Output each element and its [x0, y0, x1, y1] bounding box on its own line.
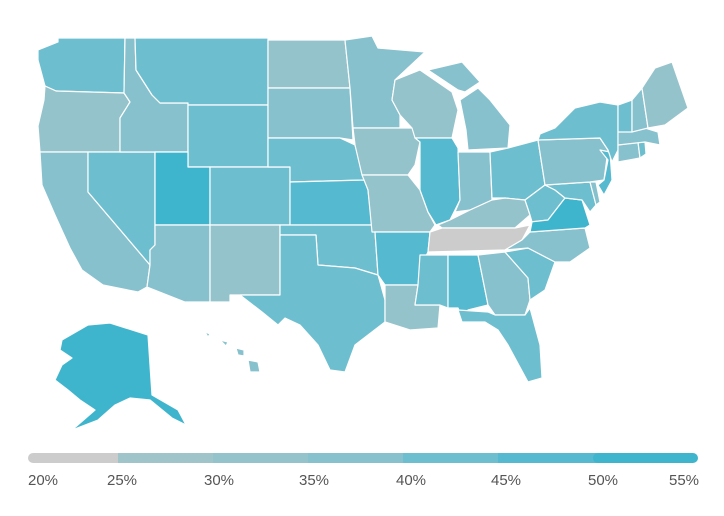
legend-tick-50: 50% — [587, 472, 619, 489]
state-MS[interactable]: MS — [414, 254, 449, 309]
state-TX[interactable]: TX — [239, 234, 386, 373]
legend-bin-30-35 — [213, 453, 313, 463]
state-KS[interactable]: KS — [289, 179, 373, 226]
legend-tick-25: 25% — [106, 472, 138, 489]
state-FL[interactable]: FL — [457, 307, 543, 383]
state-CO[interactable]: CO — [209, 166, 291, 226]
legend-tick-40: 40% — [395, 472, 427, 489]
state-VT[interactable]: VT — [617, 99, 633, 133]
state-AZ[interactable]: AZ — [146, 224, 211, 303]
legend-tick-30: 30% — [203, 472, 235, 489]
legend-color-scale — [28, 453, 698, 463]
state-MT[interactable]: MT — [134, 37, 269, 106]
legend-tick-20: 20% — [27, 472, 59, 489]
legend-bin-45-50 — [498, 453, 598, 463]
state-MO[interactable]: MO — [361, 174, 436, 233]
legend-bin-50-55 — [593, 453, 698, 463]
legend-tick-35: 35% — [298, 472, 330, 489]
state-IA[interactable]: IA — [352, 127, 421, 176]
state-NM[interactable]: NM — [209, 224, 281, 303]
legend-tick-45: 45% — [490, 472, 522, 489]
state-WA[interactable]: WA — [37, 37, 126, 94]
state-PA[interactable]: PA — [537, 137, 609, 186]
us-states-choropleth-map: WA OR CA NV ID MT WY UT AZ CO NM ND SD N… — [37, 35, 689, 431]
state-RI[interactable]: RI — [637, 141, 647, 159]
state-HI[interactable]: HI — [204, 331, 261, 373]
state-MI[interactable]: MI — [427, 61, 511, 151]
legend-bin-35-40 — [308, 453, 408, 463]
state-NY[interactable]: NY — [537, 101, 619, 163]
legend-bin-40-45 — [403, 453, 503, 463]
state-NC[interactable]: NC — [504, 227, 591, 263]
legend-bin-25-30 — [118, 453, 218, 463]
state-ME[interactable]: ME — [641, 61, 689, 129]
legend-tick-55: 55% — [668, 472, 700, 489]
state-TN[interactable]: TN — [427, 224, 531, 253]
state-WY[interactable]: WY — [187, 104, 269, 168]
state-VA[interactable]: VA — [529, 197, 591, 233]
state-ND[interactable]: ND — [267, 39, 351, 89]
state-AK[interactable]: AK — [54, 322, 187, 431]
legend-bin-20-25 — [28, 453, 128, 463]
state-SD[interactable]: SD — [267, 87, 354, 141]
state-OR[interactable]: OR — [37, 85, 131, 153]
